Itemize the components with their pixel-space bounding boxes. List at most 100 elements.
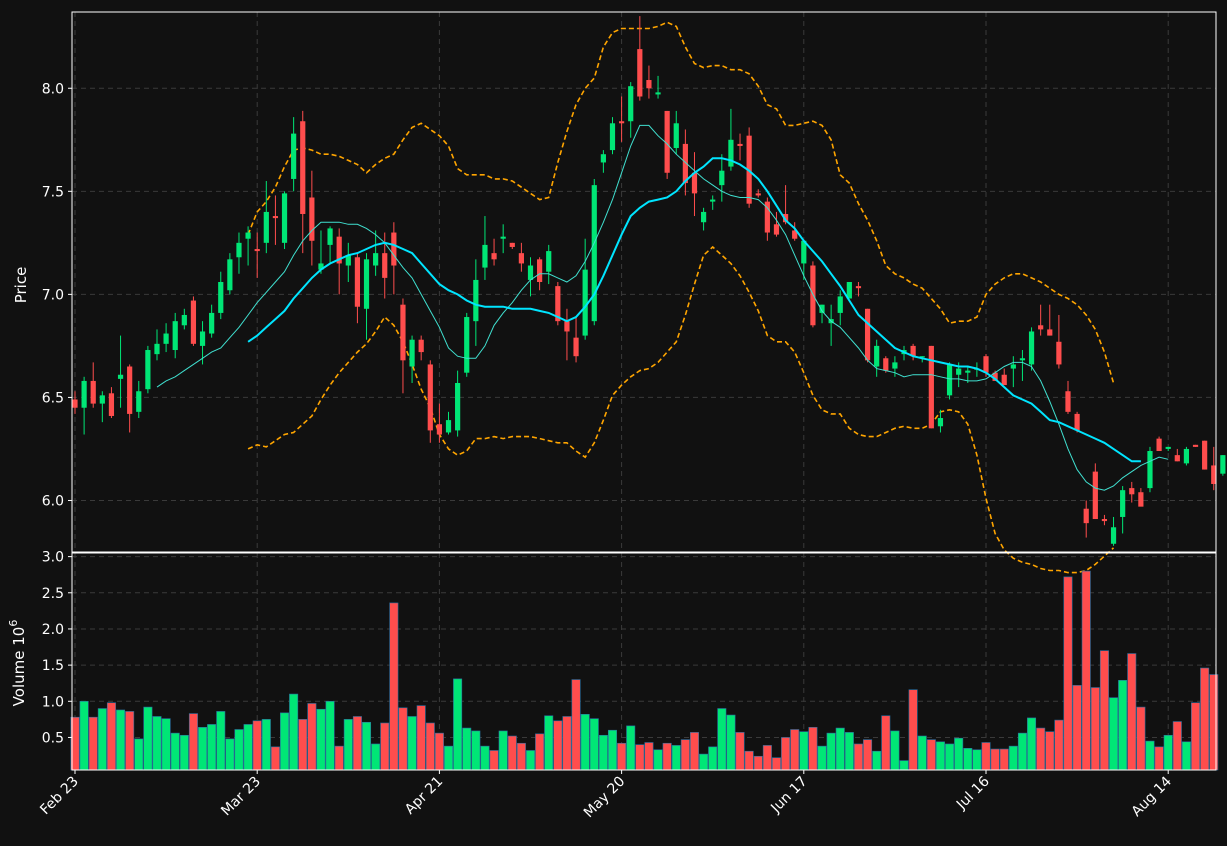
volume-bar: [580, 714, 590, 771]
candle-body: [1038, 325, 1044, 330]
candle-body: [373, 253, 379, 266]
candle-body: [892, 362, 898, 369]
candle-body: [227, 259, 233, 291]
moving-average-slow-line: [247, 157, 1141, 463]
candle-body: [664, 110, 670, 173]
candle: [1101, 514, 1108, 526]
candle-body: [700, 211, 707, 223]
volume-bar: [890, 730, 900, 771]
candle-body: [1074, 413, 1080, 431]
volume-bar: [1191, 702, 1201, 771]
candle: [236, 232, 242, 274]
candle-body: [473, 279, 479, 322]
candle-body: [181, 314, 187, 326]
candle: [1129, 481, 1135, 503]
candle-body: [782, 213, 789, 223]
volume-bar: [516, 742, 526, 771]
candle-body: [300, 121, 306, 214]
candle-body: [719, 170, 725, 186]
volume-bar: [371, 743, 381, 771]
volume-bar: [1072, 685, 1082, 771]
volume-bar: [981, 742, 991, 771]
volume-bar: [116, 709, 126, 771]
volume-bar: [1090, 687, 1100, 771]
candle-body: [236, 242, 242, 258]
volume-bar: [762, 745, 772, 771]
candle: [1110, 516, 1117, 546]
candle-body: [445, 420, 452, 433]
candle: [163, 323, 169, 353]
volume-bar: [917, 735, 927, 771]
volume-bar: [799, 731, 809, 771]
candle: [300, 110, 306, 254]
candle: [427, 360, 433, 443]
candle-body: [154, 343, 160, 355]
volume-bar: [835, 727, 845, 771]
candle-body: [646, 80, 652, 89]
candle: [318, 230, 324, 274]
candle: [181, 308, 187, 330]
candle: [491, 238, 497, 266]
candle-body: [691, 172, 698, 194]
volume-bar: [498, 730, 508, 771]
candle-body: [491, 253, 497, 260]
candle-body: [464, 317, 470, 373]
volume-bar: [453, 678, 463, 771]
volume-ytick-label: 2.5: [42, 586, 64, 602]
volume-bar: [899, 760, 909, 771]
candle-body: [81, 380, 87, 408]
candle-body: [418, 339, 424, 353]
volume-bar: [735, 732, 745, 771]
candle: [108, 387, 115, 419]
candle: [409, 335, 415, 383]
candle: [1010, 356, 1016, 388]
volume-bar: [1181, 741, 1191, 771]
volume-bar: [343, 719, 353, 771]
candle-body: [628, 86, 634, 122]
volume-axis-label-text: Volume 10: [10, 627, 28, 707]
candle-body: [190, 300, 197, 344]
candle: [755, 189, 761, 198]
candle-body: [1211, 465, 1217, 484]
candle-body: [363, 259, 370, 309]
volume-bar: [963, 747, 973, 771]
volume-bar: [444, 745, 454, 771]
candle: [764, 197, 770, 241]
candle-body: [983, 356, 989, 373]
volume-ytick-label: 1.5: [42, 658, 64, 674]
volume-bar: [708, 746, 718, 771]
candle: [655, 75, 661, 99]
candle-body: [965, 370, 971, 373]
candle-body: [500, 236, 506, 239]
candle: [1019, 350, 1026, 381]
volume-bar: [1036, 727, 1046, 771]
volume-bar: [544, 715, 554, 771]
candle: [664, 110, 670, 179]
candle: [227, 253, 233, 295]
volume-bar: [198, 727, 208, 771]
candle: [591, 178, 597, 326]
candle: [801, 240, 807, 280]
volume-bar: [863, 739, 873, 771]
volume-bar: [79, 700, 89, 771]
volume-bar: [462, 727, 472, 771]
volume-bar: [607, 729, 617, 771]
candle-body: [555, 286, 561, 322]
volume-bar: [252, 720, 262, 771]
candle-body: [1028, 331, 1035, 365]
volume-bar: [1127, 653, 1137, 771]
volume-bar: [954, 737, 964, 771]
candle-body: [883, 358, 889, 371]
candle: [473, 259, 479, 346]
candle-body: [573, 337, 579, 357]
candle-body: [819, 304, 825, 313]
volume-bar: [653, 749, 663, 771]
candle: [1056, 314, 1062, 369]
candle: [354, 253, 361, 324]
volume-bar: [125, 711, 135, 771]
candle: [1047, 304, 1053, 336]
candle-body: [272, 216, 279, 219]
candle: [190, 296, 197, 346]
volume-bar: [881, 715, 891, 771]
candle-body: [163, 333, 169, 344]
